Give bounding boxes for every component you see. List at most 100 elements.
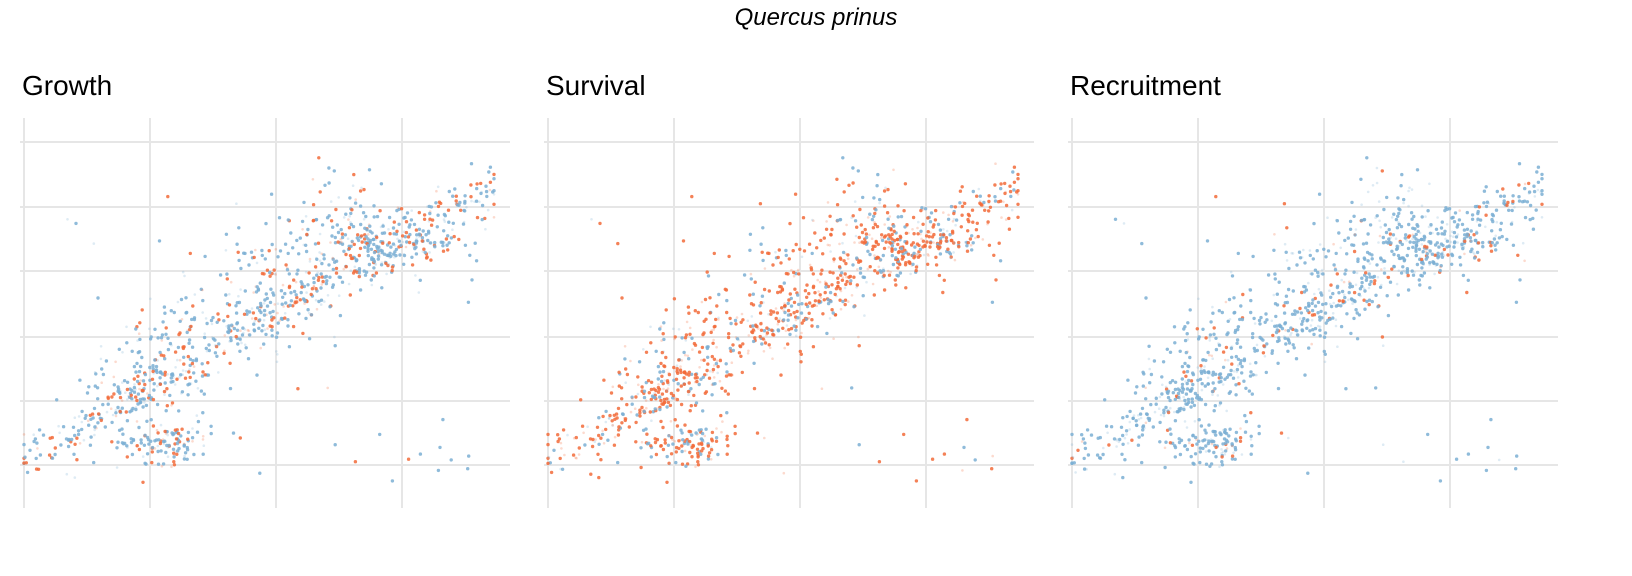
point-orange (1469, 239, 1472, 243)
point-blue (1199, 397, 1204, 402)
point-blue (1012, 188, 1016, 192)
point-blue (1158, 395, 1162, 399)
point-blue (1420, 215, 1424, 219)
point-orange (100, 381, 103, 385)
point-orange (483, 216, 487, 221)
point-blue (252, 322, 256, 326)
point-blue (1343, 272, 1347, 276)
point-orange (609, 391, 614, 395)
point-blue (104, 359, 109, 363)
point-blue (1495, 189, 1499, 194)
point-blue (375, 246, 380, 251)
point-orange (612, 413, 616, 417)
point-orange (793, 287, 797, 291)
point-blue (1180, 364, 1185, 369)
point-blue (1303, 285, 1307, 289)
point-blue (121, 432, 125, 436)
point-blue (306, 227, 310, 232)
point-blue (1323, 331, 1328, 335)
point-orange (830, 308, 834, 312)
point-blue (294, 293, 298, 297)
point-blue (470, 199, 473, 203)
point-blue (826, 301, 831, 306)
point-blue (1121, 475, 1125, 480)
point-blue (1222, 450, 1225, 454)
point-blue (276, 255, 280, 259)
point-blue (486, 208, 490, 212)
point-blue (690, 336, 694, 340)
point-blue (1427, 225, 1431, 229)
point-orange (798, 349, 802, 354)
point-blue (706, 274, 711, 278)
point-blue (1080, 433, 1084, 437)
point-blue (325, 279, 329, 283)
point-blue (394, 247, 399, 252)
point-orange (720, 430, 723, 434)
point-blue (890, 253, 894, 258)
point-blue (488, 165, 493, 169)
point-orange (660, 350, 664, 355)
point-blue (1200, 388, 1204, 392)
point-orange (110, 395, 114, 399)
point-blue (1411, 273, 1416, 277)
point-blue (1144, 296, 1148, 300)
point-blue (762, 301, 765, 304)
point-blue (1199, 369, 1203, 374)
point-blue (335, 223, 339, 227)
point-orange (36, 447, 39, 450)
point-blue (286, 251, 290, 256)
point-blue (1490, 241, 1494, 245)
point-blue (1352, 270, 1356, 274)
point-blue (1214, 455, 1218, 459)
point-blue (1360, 276, 1364, 280)
point-orange (206, 361, 210, 365)
point-orange (646, 379, 651, 383)
point-blue (283, 291, 287, 296)
point-blue (379, 182, 384, 186)
point-orange (444, 237, 449, 241)
point-blue (161, 320, 165, 324)
point-blue (281, 295, 285, 299)
point-blue (748, 248, 752, 252)
point-blue (270, 334, 274, 338)
point-blue (789, 304, 794, 308)
point-blue (1217, 343, 1222, 347)
point-blue (372, 215, 376, 219)
point-blue (1421, 249, 1425, 254)
point-orange (644, 399, 648, 402)
point-blue (1186, 364, 1190, 368)
point-blue (797, 302, 801, 307)
point-blue (279, 289, 284, 293)
point-blue (375, 214, 380, 219)
figure-title: Quercus prinus (734, 4, 898, 31)
point-blue (93, 433, 96, 437)
point-blue (1399, 224, 1404, 229)
point-blue (222, 319, 226, 323)
point-blue (299, 290, 303, 295)
point-blue (878, 197, 882, 202)
point-orange (406, 457, 411, 461)
point-blue (186, 393, 190, 397)
point-blue (1396, 293, 1400, 297)
point-blue (96, 296, 100, 300)
point-blue (61, 425, 66, 429)
point-orange (725, 452, 729, 456)
point-blue (128, 410, 131, 414)
point-orange (191, 440, 194, 443)
point-orange (799, 352, 803, 356)
point-blue (209, 424, 213, 428)
point-blue (864, 235, 869, 240)
point-orange (707, 451, 712, 455)
point-blue (349, 220, 352, 224)
point-blue (861, 195, 865, 200)
point-orange (617, 425, 621, 429)
point-blue (684, 339, 688, 342)
point-orange (803, 289, 808, 293)
point-orange (353, 460, 358, 464)
point-orange (354, 198, 358, 201)
point-blue (366, 249, 370, 253)
point-blue (70, 437, 74, 442)
point-blue (1425, 252, 1429, 256)
point-blue (1458, 263, 1463, 267)
point-orange (229, 280, 233, 284)
